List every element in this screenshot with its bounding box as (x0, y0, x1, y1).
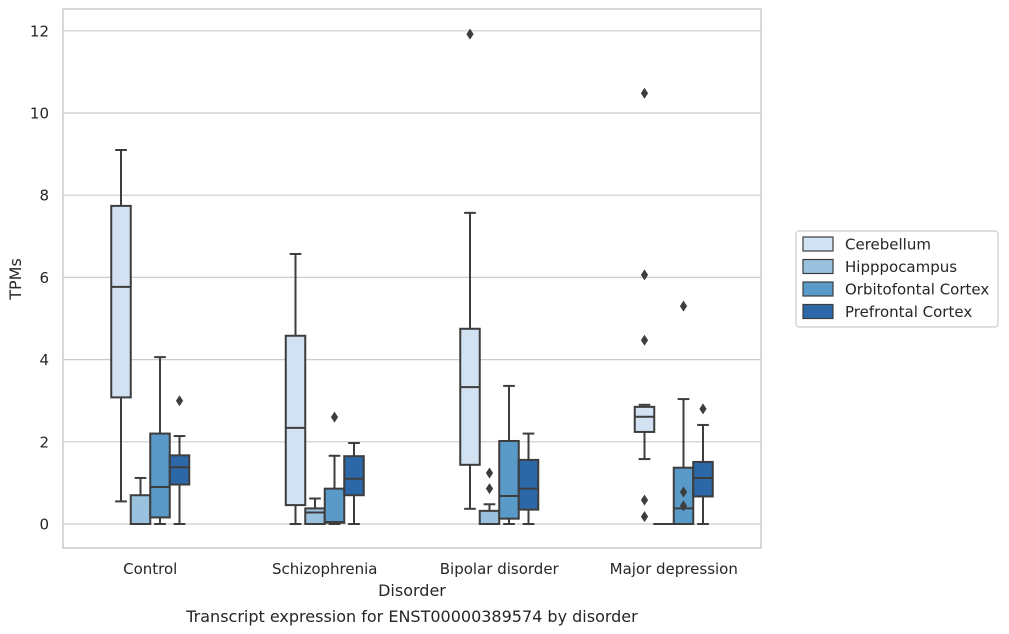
x-tick-label: Bipolar disorder (440, 560, 560, 578)
box-iqr (304, 507, 326, 525)
outlier-point (640, 494, 649, 506)
box-iqr (498, 439, 520, 520)
box-orbitofontal-cortex (672, 300, 695, 525)
y-tick-label: 12 (30, 22, 49, 40)
box-prefrontal-cortex (517, 432, 540, 525)
outlier-point (485, 467, 494, 479)
y-tick-labels: 0 2 4 6 8 10 12 (30, 22, 49, 533)
y-tick-label: 10 (30, 105, 49, 123)
outlier-point (330, 411, 339, 423)
outlier-point (640, 334, 649, 346)
box-iqr (517, 458, 540, 511)
legend-entry: Orbitofontal Cortex (845, 281, 989, 299)
box-hipppocampus (304, 497, 326, 525)
box-iqr (110, 204, 132, 399)
y-tick-label: 6 (39, 269, 49, 287)
outlier-point (640, 87, 649, 99)
box-iqr (149, 432, 171, 519)
x-tick-label: Major depression (610, 560, 738, 578)
box-prefrontal-cortex (168, 395, 191, 525)
outlier-point (679, 300, 688, 312)
legend-swatch (802, 258, 834, 275)
box-prefrontal-cortex (343, 442, 365, 525)
box-iqr (343, 455, 365, 497)
plot-frame (62, 8, 762, 549)
x-axis-label: Disorder (378, 581, 446, 600)
box-cerebellum (110, 148, 132, 503)
box-prefrontal-cortex (692, 403, 714, 525)
legend-frame (795, 230, 999, 328)
legend-swatch (802, 281, 834, 297)
y-axis-label: TPMs (6, 258, 25, 301)
box-iqr (323, 487, 346, 524)
chart-title: Transcript expression for ENST0000038957… (185, 607, 638, 626)
outlier-point (640, 511, 649, 523)
box-cerebellum (633, 87, 656, 523)
box-orbitofontal-cortex (323, 411, 346, 525)
box-orbitofontal-cortex (498, 384, 520, 525)
outlier-point (699, 403, 707, 415)
boxes (110, 28, 714, 526)
box-iqr (692, 460, 714, 498)
legend-swatch (802, 303, 834, 320)
outlier-point (679, 486, 688, 498)
outlier-point (679, 500, 688, 512)
box-iqr (129, 494, 152, 526)
x-tick-label: Control (123, 560, 177, 578)
y-tick-label: 8 (39, 187, 49, 205)
outlier-point (640, 269, 649, 281)
y-tick-label: 4 (39, 351, 49, 369)
box-hipppocampus (478, 467, 501, 525)
y-tick-label: 0 (39, 516, 49, 534)
outlier-point (175, 395, 184, 407)
legend-entry: Cerebellum (845, 236, 931, 254)
legend-entry: Hipppocampus (845, 258, 957, 276)
x-tick-label: Schizophrenia (272, 560, 377, 578)
outlier-point (485, 483, 494, 495)
x-tick-labels: Control Schizophrenia Bipolar disorder Majo… (123, 560, 738, 578)
box-iqr (633, 405, 656, 433)
box-hipppocampus (129, 476, 152, 526)
box-iqr (478, 509, 501, 525)
box-cerebellum (284, 252, 307, 525)
box-iqr (168, 454, 191, 486)
box-cerebellum (459, 28, 481, 510)
legend-swatch (802, 236, 834, 252)
legend: Cerebellum Hipppocampus Orbitofontal Corte… (795, 230, 999, 328)
y-tick-label: 2 (39, 433, 49, 451)
box-iqr (284, 334, 307, 507)
box-orbitofontal-cortex (149, 356, 171, 525)
box-iqr (459, 327, 481, 466)
legend-entry: Prefrontal Cortex (845, 303, 972, 321)
outlier-point (466, 28, 474, 40)
